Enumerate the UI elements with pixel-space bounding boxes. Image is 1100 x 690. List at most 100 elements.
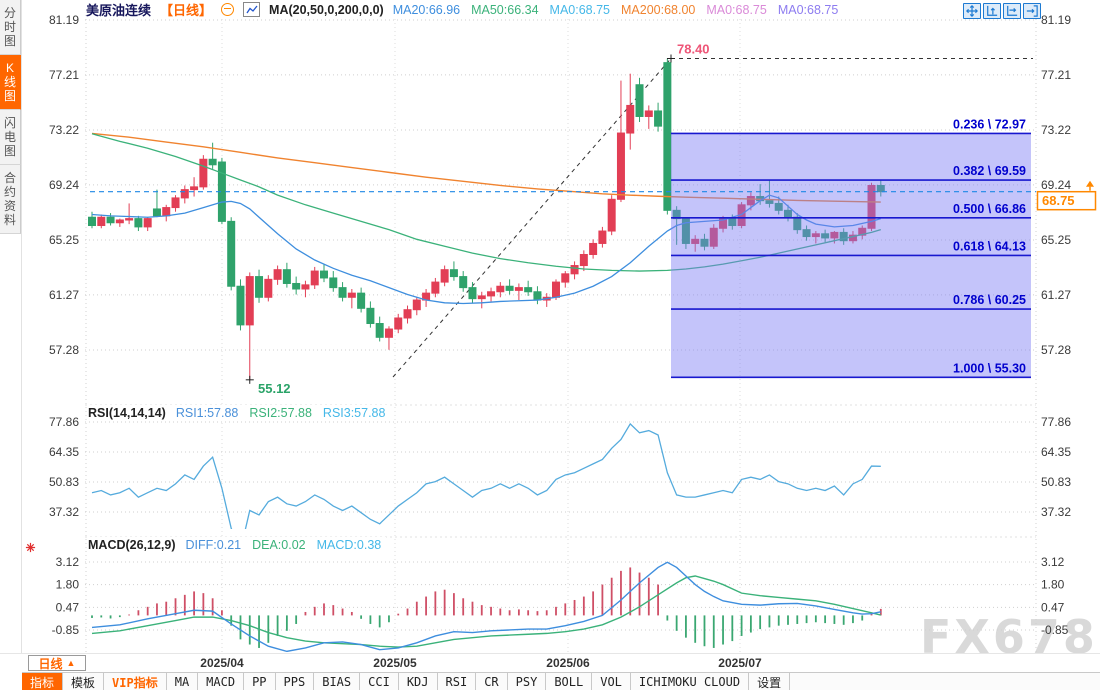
scale-horizontal-icon[interactable]	[1003, 3, 1021, 19]
sidebar: 分时图 K线图 闪电图 合约资料	[0, 0, 22, 655]
macd-panel-header: MACD(26,12,9) DIFF:0.21 DEA:0.02 MACD:0.38	[88, 537, 387, 552]
ma-value-5: MA0:68.75	[777, 2, 839, 17]
macd-value-2: MACD:0.38	[316, 537, 382, 552]
svg-text:64.35: 64.35	[1041, 445, 1071, 459]
toolbar-tab-kdj[interactable]: KDJ	[399, 673, 438, 690]
fib-label-2: 0.500 \ 66.86	[953, 202, 1026, 216]
chart-type-icon[interactable]	[243, 2, 261, 17]
sidebar-tab-2[interactable]: K线图	[0, 55, 21, 110]
svg-text:37.32: 37.32	[49, 505, 79, 519]
fib-label-5: 1.000 \ 55.30	[953, 361, 1026, 375]
svg-text:73.22: 73.22	[49, 123, 79, 137]
minus-circle-icon[interactable]	[221, 3, 235, 16]
pan-icon[interactable]	[963, 3, 981, 19]
svg-text:61.27: 61.27	[1041, 288, 1071, 302]
period-tag: 【日线】	[160, 3, 213, 18]
toolbar-tab-模板[interactable]: 模板	[63, 673, 105, 690]
svg-text:50.83: 50.83	[1041, 475, 1071, 489]
current-price-box: 68.75	[1042, 193, 1075, 208]
macd-panel-icon[interactable]	[25, 540, 36, 558]
svg-text:64.35: 64.35	[49, 445, 79, 459]
toolbar-tab-cci[interactable]: CCI	[360, 673, 399, 690]
toolbar-tab-macd[interactable]: MACD	[198, 673, 245, 690]
svg-text:50.83: 50.83	[49, 475, 79, 489]
svg-text:77.86: 77.86	[1041, 415, 1071, 429]
toolbar-tab-bias[interactable]: BIAS	[314, 673, 361, 690]
x-axis-label-2: 2025/05	[373, 656, 417, 670]
ma-value-1: MA50:66.34	[471, 2, 539, 17]
toolbar-tab-pps[interactable]: PPS	[276, 673, 315, 690]
ma-values: MA20:66.96 MA50:66.34 MA0:68.75 MA200:68.00…	[393, 3, 839, 17]
svg-text:65.25: 65.25	[1041, 233, 1071, 247]
svg-text:3.12: 3.12	[1041, 555, 1065, 569]
svg-text:61.27: 61.27	[49, 288, 79, 302]
macd-values: DIFF:0.21 DEA:0.02 MACD:0.38	[186, 538, 382, 552]
toolbar-tab-pp[interactable]: PP	[244, 673, 276, 690]
svg-text:81.19: 81.19	[1041, 13, 1071, 27]
symbol-name: 美原油连续	[86, 3, 152, 18]
pane-exit-icon[interactable]	[1023, 3, 1041, 19]
svg-text:1.80: 1.80	[1041, 578, 1065, 592]
rsi-settings: RSI(14,14,14)	[88, 405, 166, 420]
period-label: 日线	[38, 656, 63, 671]
svg-text:77.21: 77.21	[49, 68, 79, 82]
macd-settings: MACD(26,12,9)	[88, 537, 176, 552]
fib-label-0: 0.236 \ 72.97	[953, 117, 1026, 131]
ma-value-4: MA0:68.75	[706, 2, 767, 17]
svg-text:-0.85: -0.85	[1041, 623, 1069, 637]
sidebar-tab-3[interactable]: 闪电图	[0, 110, 21, 165]
sidebar-tab-4[interactable]: 合约资料	[0, 165, 21, 234]
rsi-value-1: RSI2:57.88	[249, 405, 312, 420]
ma-settings: MA(20,50,0,200,0,0)	[269, 2, 384, 17]
fib-label-4: 0.786 \ 60.25	[953, 293, 1026, 307]
period-selector-button[interactable]: 日线 ▲	[28, 655, 86, 671]
svg-text:81.19: 81.19	[49, 13, 79, 27]
macd-value-1: DEA:0.02	[252, 537, 306, 552]
trough-annotation: 55.12	[258, 381, 291, 396]
chevron-up-icon: ▲	[66, 658, 76, 668]
ma-value-0: MA20:66.96	[392, 2, 461, 17]
svg-text:69.24: 69.24	[49, 178, 79, 192]
sidebar-tab-1[interactable]: 分时图	[0, 0, 21, 55]
svg-text:77.86: 77.86	[49, 415, 79, 429]
x-axis-label-4: 2025/07	[718, 656, 762, 670]
toolbar-tab-ichimoku-cloud[interactable]: ICHIMOKU CLOUD	[631, 673, 750, 690]
ma-value-3: MA200:68.00	[621, 2, 696, 17]
toolbar-tab-vip指标[interactable]: VIP指标	[104, 673, 167, 690]
svg-text:57.28: 57.28	[49, 343, 79, 357]
svg-text:0.47: 0.47	[1041, 600, 1065, 614]
toolbar-tab-cr[interactable]: CR	[476, 673, 508, 690]
toolbar-tab-vol[interactable]: VOL	[592, 673, 631, 690]
rsi-panel-header: RSI(14,14,14) RSI1:57.88 RSI2:57.88 RSI3:5…	[88, 405, 391, 420]
svg-text:37.32: 37.32	[1041, 505, 1071, 519]
svg-text:73.22: 73.22	[1041, 123, 1071, 137]
x-axis-row: 日线 ▲ 2025/04 2025/05 2025/06 2025/07	[0, 653, 1100, 673]
rsi-value-0: RSI1:57.88	[175, 405, 239, 420]
svg-text:69.24: 69.24	[1041, 178, 1071, 192]
svg-text:0.47: 0.47	[56, 600, 80, 614]
toolbar-tab-ma[interactable]: MA	[167, 673, 199, 690]
fib-label-1: 0.382 \ 69.59	[953, 164, 1026, 178]
svg-text:3.12: 3.12	[56, 555, 80, 569]
x-axis-label-3: 2025/06	[546, 656, 590, 670]
toolbar-tab-设置[interactable]: 设置	[749, 673, 791, 690]
svg-text:77.21: 77.21	[1041, 68, 1071, 82]
chart-header: 美原油连续 【日线】 MA(20,50,0,200,0,0) MA20:66.9…	[86, 1, 844, 18]
x-axis-label-1: 2025/04	[200, 656, 244, 670]
toolbar-tab-rsi[interactable]: RSI	[438, 673, 477, 690]
rsi-value-2: RSI3:57.88	[322, 405, 386, 420]
svg-text:1.80: 1.80	[56, 578, 80, 592]
svg-text:57.28: 57.28	[1041, 343, 1071, 357]
ma-value-2: MA0:68.75	[549, 2, 610, 17]
fib-label-3: 0.618 \ 64.13	[953, 239, 1026, 253]
svg-text:-0.85: -0.85	[52, 623, 80, 637]
scale-vertical-icon[interactable]	[983, 3, 1001, 19]
toolbar-tab-指标[interactable]: 指标	[22, 673, 64, 690]
indicator-toolbar: 指标 模板 VIP指标 MA MACD PP PPS BIAS CCI KDJ RSI CR PSY BO…	[22, 672, 1100, 690]
toolbar-tab-psy[interactable]: PSY	[508, 673, 547, 690]
rsi-values: RSI1:57.88 RSI2:57.88 RSI3:57.88	[176, 406, 386, 420]
toolbar-tab-boll[interactable]: BOLL	[546, 673, 593, 690]
macd-value-0: DIFF:0.21	[185, 537, 242, 552]
